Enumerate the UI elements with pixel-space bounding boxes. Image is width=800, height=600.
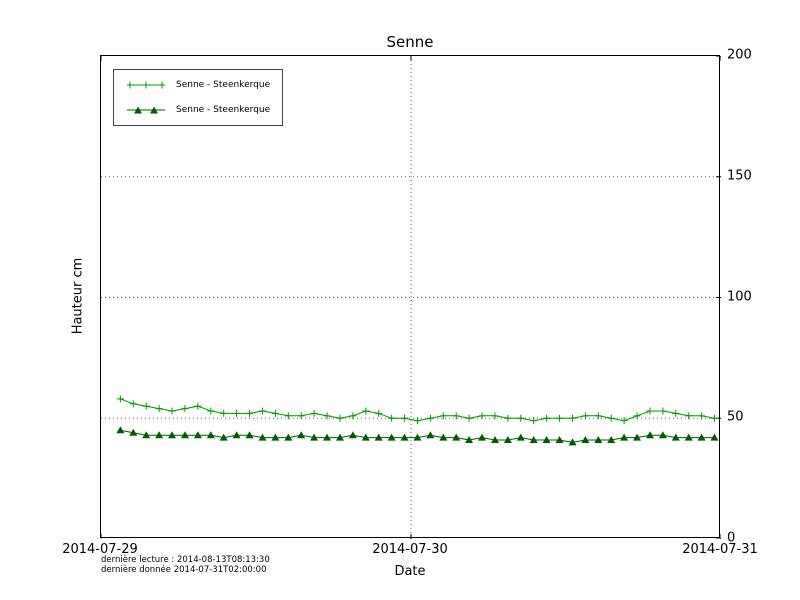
triangle-line-legend-marker — [127, 106, 165, 114]
legend-entry-triangles: Senne - Steenkerque — [126, 104, 270, 116]
series-1-triangle — [116, 426, 719, 446]
gridlines — [101, 56, 721, 539]
footnote-last-reading: dernière lecture : 2014-08-13T08:13:30 — [101, 555, 270, 565]
legend: Senne - Steenkerque Senne - Steenkerque — [113, 69, 284, 126]
plot-area: Senne - Steenkerque Senne - Steenkerque — [100, 55, 721, 539]
legend-label: Senne - Steenkerque — [176, 105, 271, 115]
y-tick-label: 50 — [727, 409, 744, 425]
chart-title: Senne — [386, 33, 434, 51]
plus-line-legend-marker — [127, 81, 165, 89]
series-0-plus — [116, 395, 719, 425]
axis-ticks — [101, 56, 721, 539]
y-tick-label: 150 — [727, 168, 752, 184]
footnote: dernière lecture : 2014-08-13T08:13:30 d… — [101, 555, 270, 575]
x-axis-label: Date — [394, 564, 426, 579]
plot-canvas — [101, 56, 721, 539]
y-axis-label: Hauteur cm — [70, 257, 86, 335]
x-tick-label: 2014-07-31 — [682, 542, 758, 557]
legend-entry-line: Senne - Steenkerque — [126, 79, 270, 91]
legend-label: Senne - Steenkerque — [176, 80, 271, 90]
y-tick-label: 0 — [727, 530, 736, 546]
y-tick-label: 100 — [727, 289, 752, 304]
footnote-last-data: dernière donnée 2014-07-31T02:00:00 — [101, 565, 267, 575]
x-tick-label: 2014-07-29 — [62, 542, 138, 557]
x-tick-label: 2014-07-30 — [372, 542, 448, 557]
y-tick-label: 200 — [727, 47, 752, 63]
